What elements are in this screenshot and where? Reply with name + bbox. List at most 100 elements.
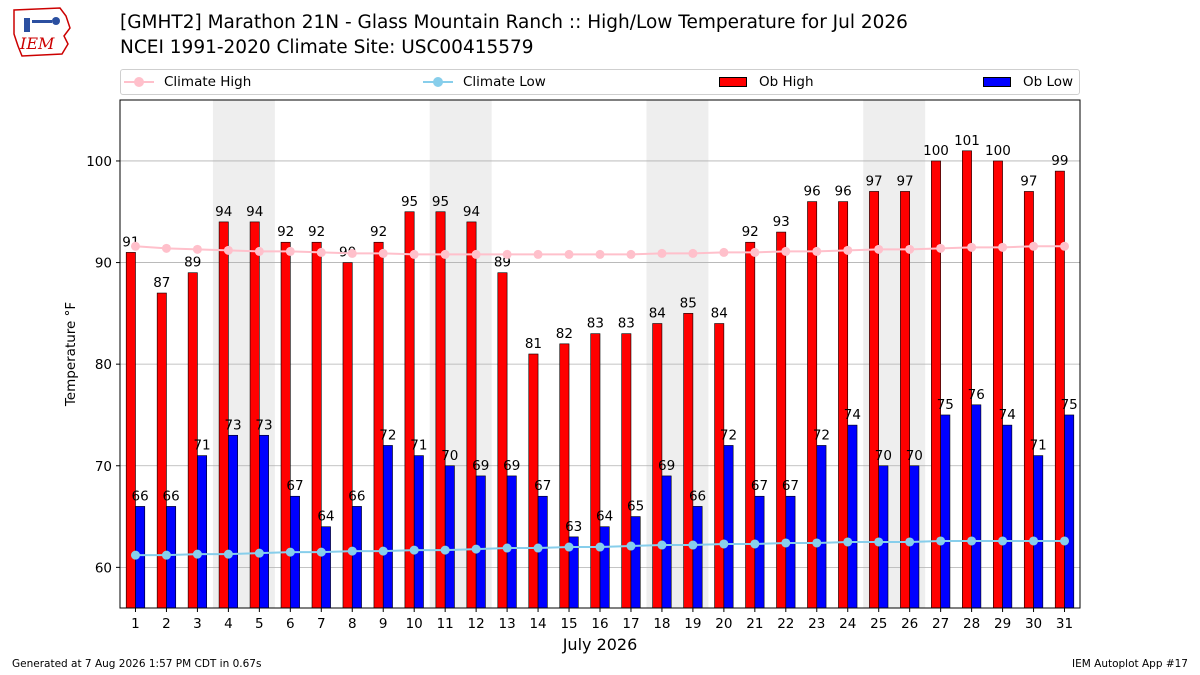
ob-low-label-day-17: 65 [627,499,644,515]
climate-low-point-day-18 [657,540,667,550]
x-tick-label-day-24: 24 [839,616,856,632]
ob-low-label-day-3: 71 [193,438,210,454]
ob-high-label-day-7: 92 [308,224,325,240]
ob-low-label-day-31: 75 [1061,397,1078,413]
x-tick-label-day-7: 7 [317,616,326,632]
x-tick-label-day-11: 11 [437,616,454,632]
climate-low-point-day-16 [595,542,605,552]
x-tick-label-day-17: 17 [622,616,639,632]
climate-high-point-day-5 [254,246,264,256]
ob-low-label-day-30: 71 [1030,438,1047,454]
x-tick-label-day-29: 29 [994,616,1011,632]
ob-low-bar-day-16 [599,526,610,609]
ob-low-bar-day-23 [816,445,827,609]
x-tick-label-day-21: 21 [746,616,763,632]
ob-low-bar-day-31 [1064,414,1075,609]
climate-low-point-day-31 [1060,536,1070,546]
climate-high-point-day-7 [316,247,326,257]
ob-high-bar-day-2 [156,292,167,609]
ob-high-label-day-19: 85 [680,295,697,311]
climate-high-point-day-10 [409,249,419,259]
x-tick-label-day-19: 19 [684,616,701,632]
climate-low-point-day-7 [316,547,326,557]
ob-low-bar-day-21 [754,495,765,609]
generated-timestamp: Generated at 7 Aug 2026 1:57 PM CDT in 0… [12,658,262,670]
x-tick-label-day-12: 12 [468,616,485,632]
ob-low-label-day-10: 71 [410,438,427,454]
x-tick-label-day-23: 23 [808,616,825,632]
climate-low-point-day-11 [440,545,450,555]
x-tick-label-day-31: 31 [1056,616,1073,632]
ob-high-bar-day-30 [1023,191,1034,609]
ob-low-label-day-16: 64 [596,509,613,525]
app-credit: IEM Autoplot App #17 [1072,658,1188,670]
climate-low-point-day-30 [1029,536,1039,546]
ob-low-label-day-2: 66 [163,488,180,504]
ob-low-bar-day-3 [197,455,208,609]
climate-low-point-day-29 [998,536,1008,546]
ob-low-bar-day-17 [630,516,641,609]
ob-low-label-day-23: 72 [813,427,830,443]
ob-low-label-day-11: 70 [441,448,458,464]
x-tick-label-day-2: 2 [162,616,171,632]
x-tick-label-day-27: 27 [932,616,949,632]
climate-high-point-day-29 [998,242,1008,252]
climate-low-point-day-27 [936,536,946,546]
x-tick-label-day-15: 15 [560,616,577,632]
ob-high-label-day-10: 95 [401,194,418,210]
climate-low-point-day-3 [192,549,202,559]
ob-high-bar-day-15 [559,343,570,609]
climate-high-point-day-13 [502,249,512,259]
climate-low-point-day-8 [347,546,357,556]
ob-low-bar-day-20 [723,445,734,609]
climate-low-point-day-20 [719,539,729,549]
ob-high-label-day-23: 96 [804,184,821,200]
x-tick-label-day-28: 28 [963,616,980,632]
ob-high-bar-day-22 [776,231,787,609]
ob-low-bar-day-13 [506,475,517,609]
ob-low-label-day-22: 67 [782,478,799,494]
x-tick-label-day-20: 20 [715,616,732,632]
legend-item-ob-low: Ob Low [983,70,1073,94]
ob-low-label-day-5: 73 [255,417,272,433]
climate-high-point-day-15 [564,249,574,259]
climate-high-point-day-22 [781,246,791,256]
ob-high-bar-day-16 [590,333,601,609]
ob-low-bar-day-4 [228,434,238,609]
ob-low-bar-day-7 [320,526,331,609]
ob-high-label-day-25: 97 [865,173,882,189]
ob-low-bar-day-9 [382,445,393,609]
ob-high-label-day-24: 96 [835,184,852,200]
ob-high-bar-day-8 [342,262,353,609]
climate-low-point-day-5 [254,548,264,558]
ob-low-bar-day-29 [1002,424,1013,609]
x-tick-label-day-25: 25 [870,616,887,632]
x-tick-label-day-18: 18 [653,616,670,632]
x-tick-label-day-9: 9 [379,616,388,632]
x-tick-label-day-4: 4 [224,616,233,632]
y-axis-label: Temperature °F [63,302,79,407]
climate-high-point-day-16 [595,249,605,259]
ob-high-label-day-28: 101 [954,133,980,149]
ob-low-label-day-27: 75 [937,397,954,413]
climate-low-point-day-24 [843,537,853,547]
climate-low-point-day-15 [564,542,574,552]
ob-low-label-day-4: 73 [224,417,241,433]
climate-low-point-day-6 [285,547,295,557]
ob-low-label-day-12: 69 [472,458,489,474]
climate-low-point-day-14 [533,543,543,553]
legend-ob-high-swatch [719,77,747,87]
climate-low-point-day-13 [502,543,512,553]
ob-low-label-day-1: 66 [132,488,149,504]
chart-title: [GMHT2] Marathon 21N - Glass Mountain Ra… [120,12,908,33]
x-tick-label-day-14: 14 [529,616,546,632]
ob-high-bar-day-13 [497,272,508,609]
legend-item-climate-high: Climate High [124,70,251,94]
ob-low-bar-day-22 [785,495,796,609]
climate-high-point-day-14 [533,249,543,259]
legend-item-ob-high: Ob High [719,70,814,94]
climate-high-point-day-30 [1029,241,1039,251]
ob-high-label-day-6: 92 [277,224,294,240]
x-tick-label-day-26: 26 [901,616,918,632]
ob-high-bar-day-21 [745,241,756,609]
